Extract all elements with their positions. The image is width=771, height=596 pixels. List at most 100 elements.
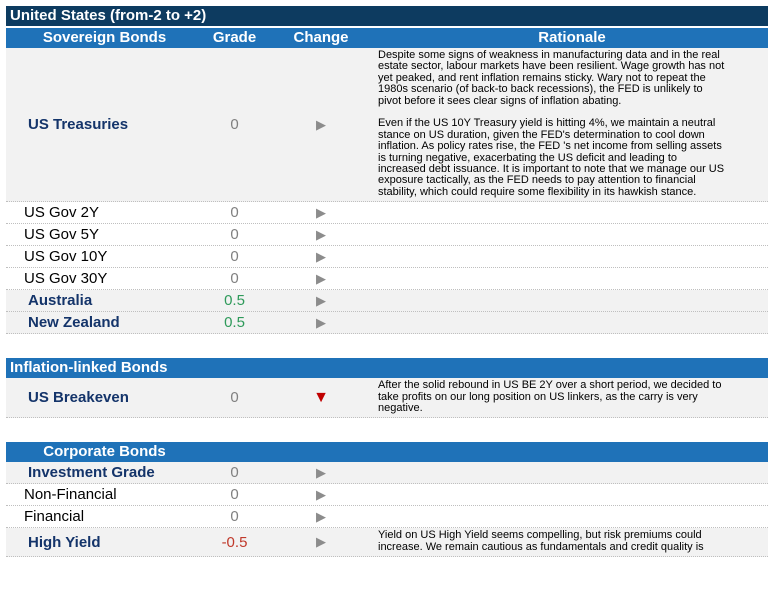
grade: 0.5 (224, 314, 245, 332)
rationale-paragraph: After the solid rebound in US BE 2Y over… (378, 379, 768, 415)
rationale-cell (376, 484, 768, 505)
grade-cell: 0 (203, 202, 266, 223)
table-row: US Gov 5Y 0 ▶ (6, 224, 768, 247)
table-row: US Gov 2Y 0 ▶ (6, 202, 768, 225)
change-icon: ▶ (316, 226, 326, 242)
change-cell: ▶ (266, 290, 376, 311)
rationale-paragraph: Despite some signs of weakness in manufa… (378, 49, 768, 107)
rationale-line: inflation. As policy rates rise, the FED… (378, 140, 722, 153)
change-cell: ▶ (266, 224, 376, 245)
rationale-cell: After the solid rebound in US BE 2Y over… (376, 378, 768, 417)
grade: 0 (230, 464, 239, 482)
grade-cell: -0.5 (203, 528, 266, 556)
row-name: US Treasuries (28, 116, 129, 134)
change-cell: ▶ (266, 462, 376, 483)
grade-cell: 0 (203, 462, 266, 483)
rationale-cell (376, 268, 768, 289)
rationale-line: exposure tactically, as the FED needs to… (378, 174, 696, 187)
table-row: US Treasuries 0 ▶ Despite some signs of wea… (6, 48, 768, 203)
change-cell: ▶ (266, 312, 376, 333)
section-header: Inflation-linked Bonds (6, 358, 768, 379)
rationale-line: stance on US duration, given the FED's d… (378, 128, 705, 141)
rationale-line: stability, which could require some flex… (378, 185, 697, 198)
rationale-line: negative. (378, 402, 423, 415)
grade: -0.5 (221, 533, 248, 551)
grade: 0 (230, 389, 239, 407)
rationale-line: is turning negative, exacerbating the US… (378, 151, 678, 164)
header-cell: Change (293, 29, 349, 46)
rationale-cell (376, 506, 768, 527)
table-row: Financial 0 ▶ (6, 506, 768, 529)
section-header: Sovereign Bonds Grade Change Rationale (6, 28, 768, 48)
grade-cell: 0 (203, 378, 266, 417)
rationale-line: yet peaked, and rent inflation remains s… (378, 71, 706, 84)
grade-cell: 0 (203, 48, 266, 201)
section-header: Corporate Bonds (6, 442, 768, 463)
rationale-line: Yield on US High Yield seems compelling,… (378, 529, 702, 542)
rationale-line: Despite some signs of weakness in manufa… (378, 49, 720, 61)
rationale-cell (376, 246, 768, 267)
name-cell: High Yield (6, 528, 203, 556)
change-icon: ▶ (316, 270, 326, 286)
grade: 0 (230, 486, 239, 504)
change-cell: ▶ (266, 506, 376, 527)
grade-cell: 0.5 (203, 290, 266, 311)
header-cell: Sovereign Bonds (42, 29, 167, 46)
change-cell: ▼ (266, 378, 376, 417)
change-cell: ▶ (266, 484, 376, 505)
grade: 0 (230, 204, 239, 222)
change-cell: ▶ (266, 202, 376, 223)
table: United States (from-2 to +2) Sovereign B… (6, 6, 768, 558)
name-cell: US Gov 10Y (6, 246, 203, 267)
change-icon: ▶ (316, 248, 326, 264)
rationale-line: increase. We remain cautious as fundamen… (378, 540, 704, 553)
table-row: Investment Grade 0 ▶ (6, 462, 768, 485)
change-icon: ▼ (313, 388, 329, 406)
rationale: Yield on US High Yield seems compelling,… (376, 528, 768, 556)
change-icon: ▶ (316, 292, 326, 308)
change-icon: ▶ (316, 486, 326, 502)
change-cell: ▶ (266, 48, 376, 201)
grade: 0.5 (224, 292, 245, 310)
name-cell: New Zealand (6, 312, 203, 333)
change-icon: ▶ (316, 116, 326, 132)
table-row: New Zealand 0.5 ▶ (6, 312, 768, 335)
name-cell: Investment Grade (6, 462, 203, 483)
grade-cell: 0 (203, 246, 266, 267)
rationale-paragraph: Yield on US High Yield seems compelling,… (378, 530, 768, 553)
rationale-line: After the solid rebound in US BE 2Y over… (378, 379, 722, 392)
rationale-cell: Despite some signs of weakness in manufa… (376, 48, 768, 201)
rationale-cell (376, 312, 768, 333)
row-name: Investment Grade (28, 464, 155, 482)
grade-cell: 0 (203, 484, 266, 505)
rationale-line: Even if the US 10Y Treasury yield is hit… (378, 117, 716, 130)
section-gap (6, 334, 768, 356)
header-cell: Rationale (538, 29, 606, 46)
change-cell: ▶ (266, 268, 376, 289)
rationale-paragraph: Even if the US 10Y Treasury yield is hit… (378, 118, 768, 198)
name-cell: Non-Financial (6, 484, 203, 505)
rationale: After the solid rebound in US BE 2Y over… (376, 378, 768, 417)
name-cell: US Gov 2Y (6, 202, 203, 223)
rationale-cell (376, 290, 768, 311)
change-icon: ▶ (316, 204, 326, 220)
grade: 0 (230, 116, 239, 134)
rationale: Despite some signs of weakness in manufa… (376, 48, 768, 201)
change-icon: ▶ (316, 534, 326, 550)
section-gap (6, 418, 768, 440)
rationale-line: increased debt issuance. It is important… (378, 163, 725, 176)
grade-cell: 0 (203, 506, 266, 527)
change-cell: ▶ (266, 528, 376, 556)
rationale-line: take profits on our long position on US … (378, 390, 698, 403)
name-cell: US Gov 5Y (6, 224, 203, 245)
table-row: Australia 0.5 ▶ (6, 290, 768, 313)
grade-cell: 0 (203, 224, 266, 245)
row-name: Financial (24, 508, 85, 526)
grade: 0 (230, 248, 239, 266)
table-row: High Yield -0.5 ▶ Yield on US High Yield se… (6, 528, 768, 558)
header-cell: Grade (212, 29, 257, 46)
row-name: US Gov 2Y (24, 204, 100, 222)
grade-cell: 0.5 (203, 312, 266, 333)
rationale-line: 1980s scenario (of back-to back recessio… (378, 83, 703, 96)
